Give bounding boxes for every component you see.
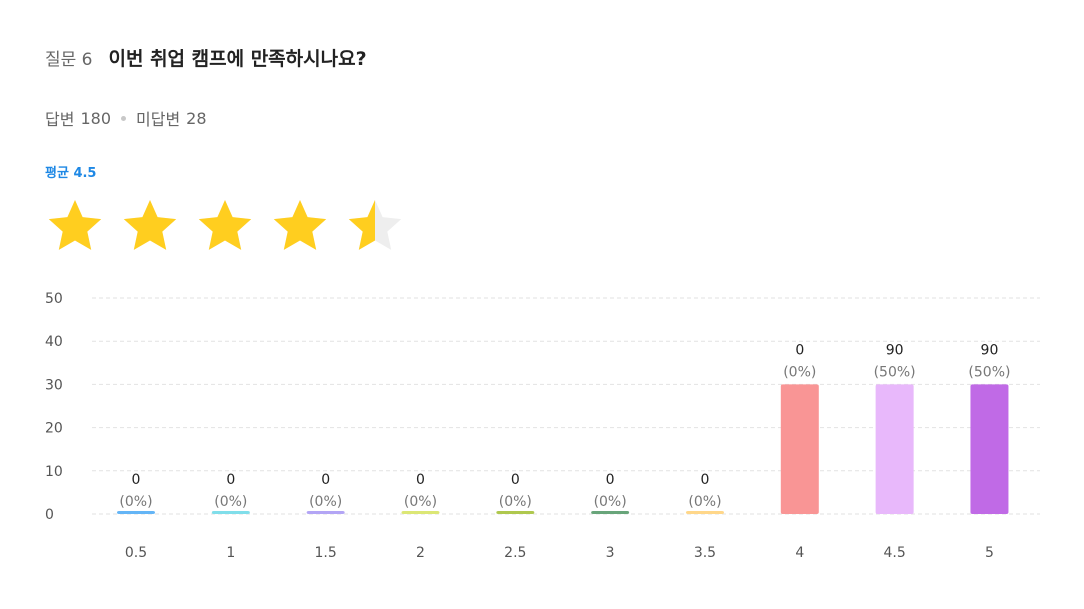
response-stats: 답변 180 미답변 28 bbox=[45, 106, 207, 130]
bar[interactable] bbox=[685, 511, 724, 514]
question-header: 질문 6 이번 취업 캠프에 만족하시나요? bbox=[45, 44, 367, 71]
star-icon bbox=[48, 200, 102, 250]
x-tick-label: 4.5 bbox=[883, 545, 905, 561]
x-tick-label: 2 bbox=[416, 545, 425, 561]
bar-count-label: 0 bbox=[795, 342, 804, 358]
bar-percent-label: (0%) bbox=[119, 494, 152, 510]
x-tick-label: 1.5 bbox=[315, 545, 337, 561]
bar[interactable] bbox=[211, 511, 250, 514]
bar-percent-label: (50%) bbox=[874, 364, 916, 380]
bar-percent-label: (0%) bbox=[309, 494, 342, 510]
bar-percent-label: (0%) bbox=[499, 494, 532, 510]
answered-label: 답변 bbox=[45, 110, 75, 129]
star-icon bbox=[123, 200, 177, 250]
star-rating bbox=[45, 196, 420, 256]
bar-percent-label: (0%) bbox=[214, 494, 247, 510]
bar-count-label: 0 bbox=[511, 472, 520, 488]
x-tick-label: 5 bbox=[985, 545, 994, 561]
bar-percent-label: (0%) bbox=[688, 494, 721, 510]
x-tick-label: 4 bbox=[795, 545, 804, 561]
rating-bar-chart: 010203040500(0%)0.50(0%)10(0%)1.50(0%)20… bbox=[45, 291, 1040, 561]
average-label: 평균 4.5 bbox=[45, 166, 97, 181]
bar-count-label: 90 bbox=[886, 342, 904, 358]
unanswered-label: 미답변 bbox=[136, 110, 181, 129]
y-tick-label: 40 bbox=[45, 334, 63, 350]
separator-dot bbox=[121, 115, 126, 121]
bar-count-label: 0 bbox=[132, 472, 141, 488]
bar[interactable] bbox=[780, 384, 819, 514]
y-tick-label: 50 bbox=[45, 291, 63, 307]
bar-count-label: 90 bbox=[981, 342, 999, 358]
answered-count: 180 bbox=[80, 108, 111, 128]
bar[interactable] bbox=[117, 511, 155, 514]
bar-percent-label: (0%) bbox=[404, 494, 437, 510]
bar-count-label: 0 bbox=[321, 472, 330, 488]
star-icon bbox=[198, 200, 252, 250]
y-tick-label: 30 bbox=[45, 377, 63, 393]
bar[interactable] bbox=[875, 384, 914, 514]
x-tick-label: 0.5 bbox=[125, 545, 147, 561]
x-tick-label: 3.5 bbox=[694, 545, 716, 561]
bar-count-label: 0 bbox=[606, 472, 615, 488]
x-tick-label: 3 bbox=[606, 545, 615, 561]
bar-percent-label: (0%) bbox=[783, 364, 816, 380]
bar[interactable] bbox=[306, 511, 345, 514]
question-title: 이번 취업 캠프에 만족하시나요? bbox=[108, 48, 367, 70]
bar-percent-label: (0%) bbox=[594, 494, 627, 510]
star-icon bbox=[348, 200, 402, 250]
y-tick-label: 10 bbox=[45, 464, 63, 480]
y-tick-label: 20 bbox=[45, 421, 63, 437]
bar[interactable] bbox=[401, 511, 440, 514]
bar[interactable] bbox=[591, 511, 630, 514]
star-icon bbox=[273, 200, 327, 250]
bar[interactable] bbox=[970, 384, 1009, 514]
unanswered-count: 28 bbox=[186, 108, 207, 128]
bar-count-label: 0 bbox=[701, 472, 710, 488]
question-number: 질문 6 bbox=[45, 50, 93, 70]
bar-count-label: 0 bbox=[416, 472, 425, 488]
x-tick-label: 1 bbox=[226, 545, 235, 561]
bar-percent-label: (50%) bbox=[968, 364, 1010, 380]
y-tick-label: 0 bbox=[45, 507, 54, 523]
x-tick-label: 2.5 bbox=[504, 545, 526, 561]
bar-count-label: 0 bbox=[226, 472, 235, 488]
bar[interactable] bbox=[496, 511, 535, 514]
